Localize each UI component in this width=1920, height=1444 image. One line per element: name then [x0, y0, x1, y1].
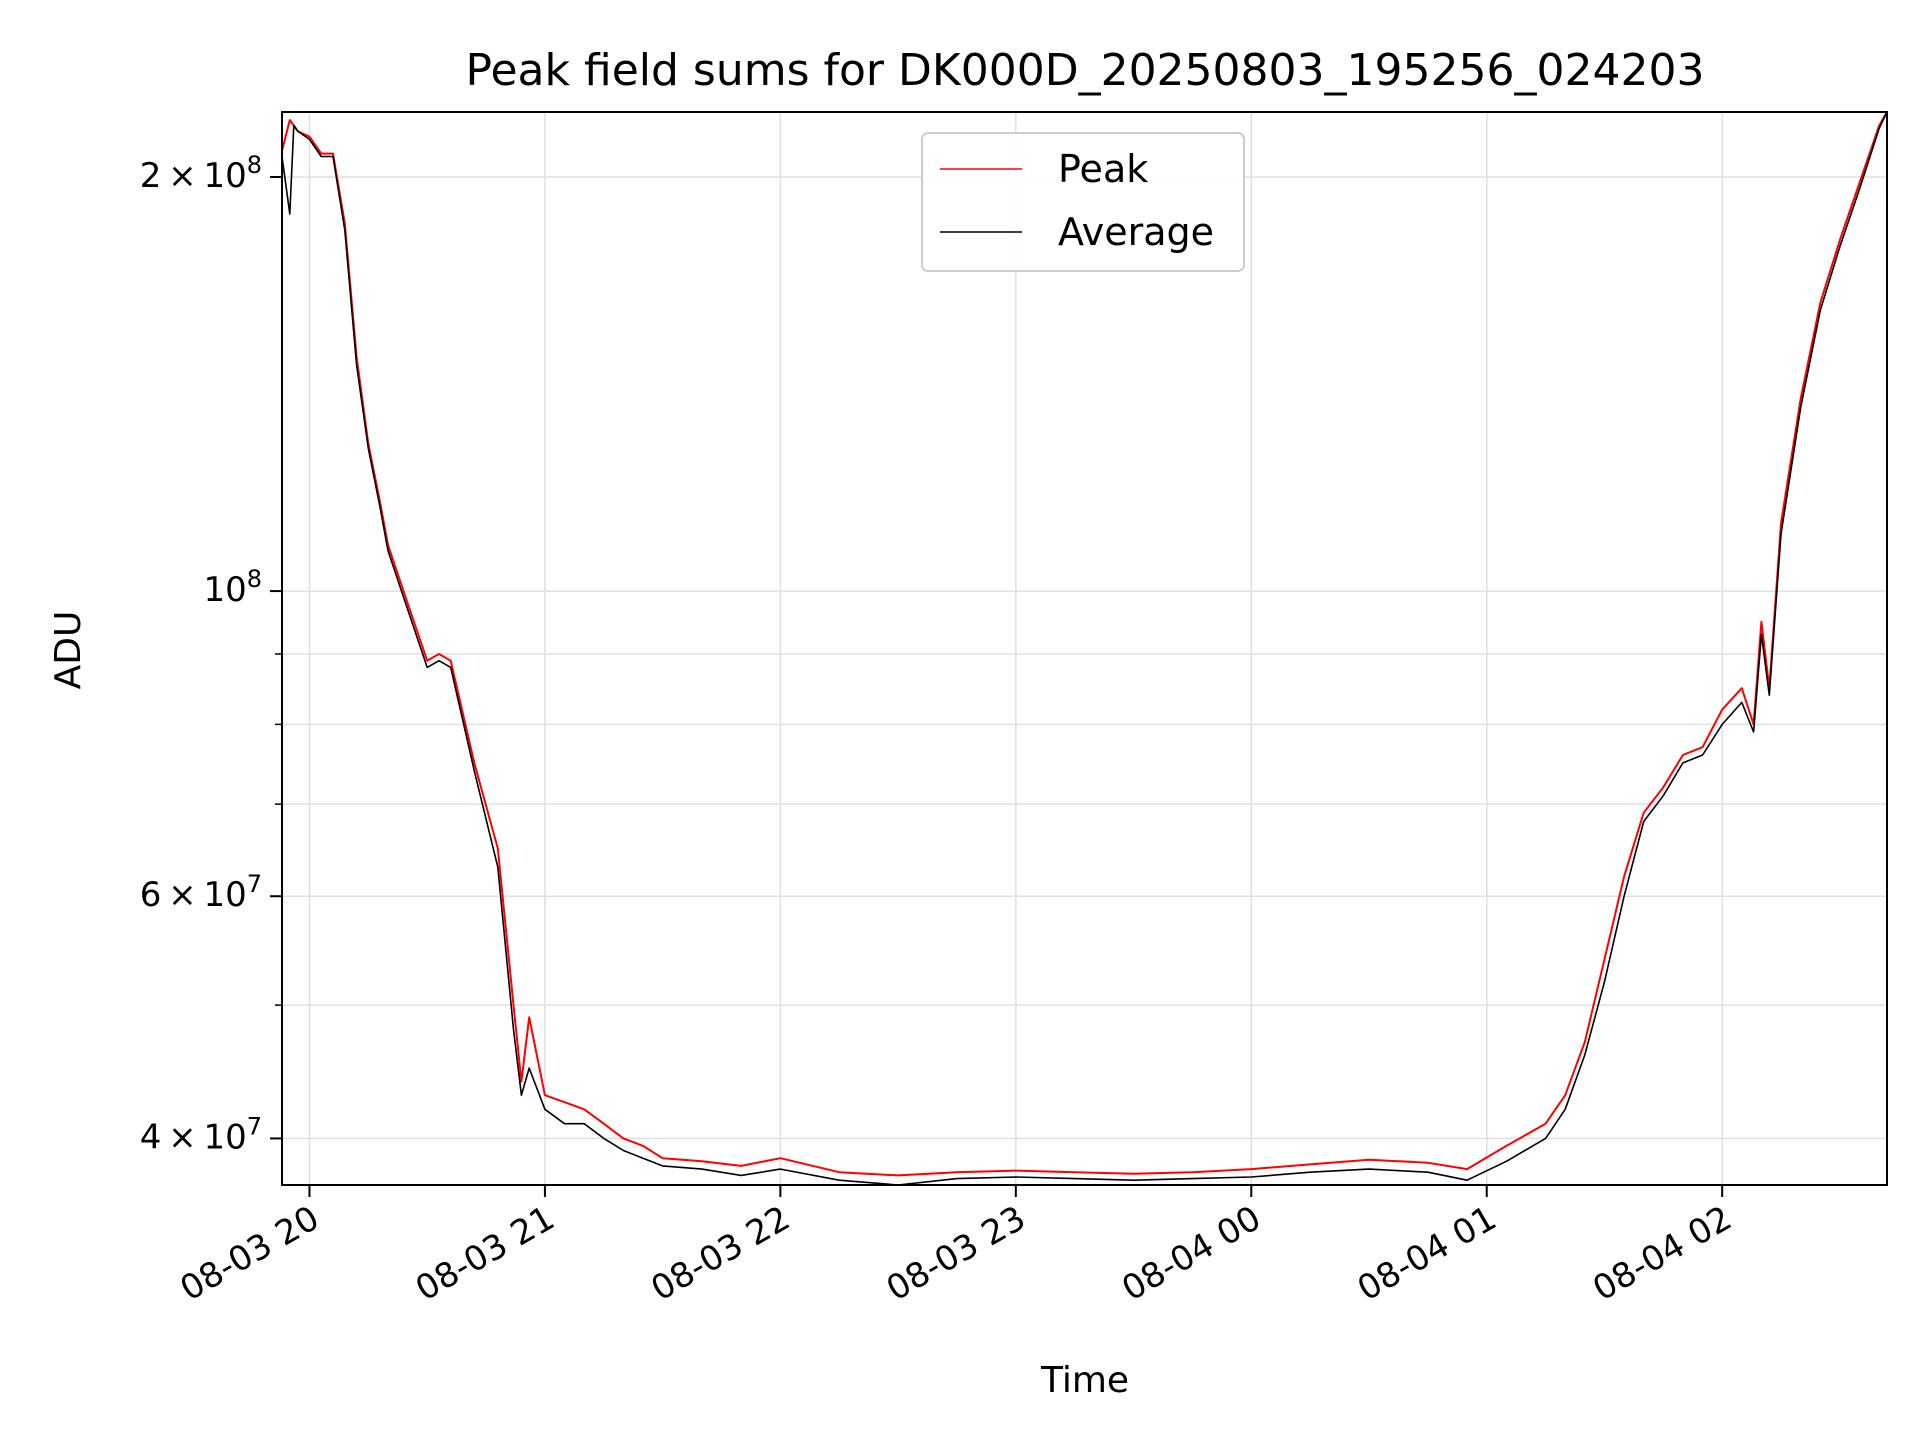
chart-title: Peak field sums for DK000D_20250803_1952…	[466, 45, 1705, 96]
y-axis-ticks: 4 × 107 6 × 107 108 2 × 108	[140, 151, 282, 1157]
y-tick-label: 2 × 108	[140, 151, 262, 196]
x-axis-label: Time	[1040, 1360, 1129, 1401]
y-tick-label: 108	[203, 565, 262, 610]
plot-frame	[281, 111, 1888, 1186]
legend: Peak Average	[921, 132, 1245, 272]
y-axis-label: ADU	[48, 611, 89, 690]
legend-box	[921, 132, 1245, 272]
legend-label-average: Average	[1058, 210, 1214, 254]
y-tick-label: 4 × 107	[140, 1112, 262, 1157]
y-tick-label: 6 × 107	[140, 870, 262, 915]
series-line-peak	[281, 111, 1888, 1177]
legend-label-peak: Peak	[1058, 147, 1148, 191]
